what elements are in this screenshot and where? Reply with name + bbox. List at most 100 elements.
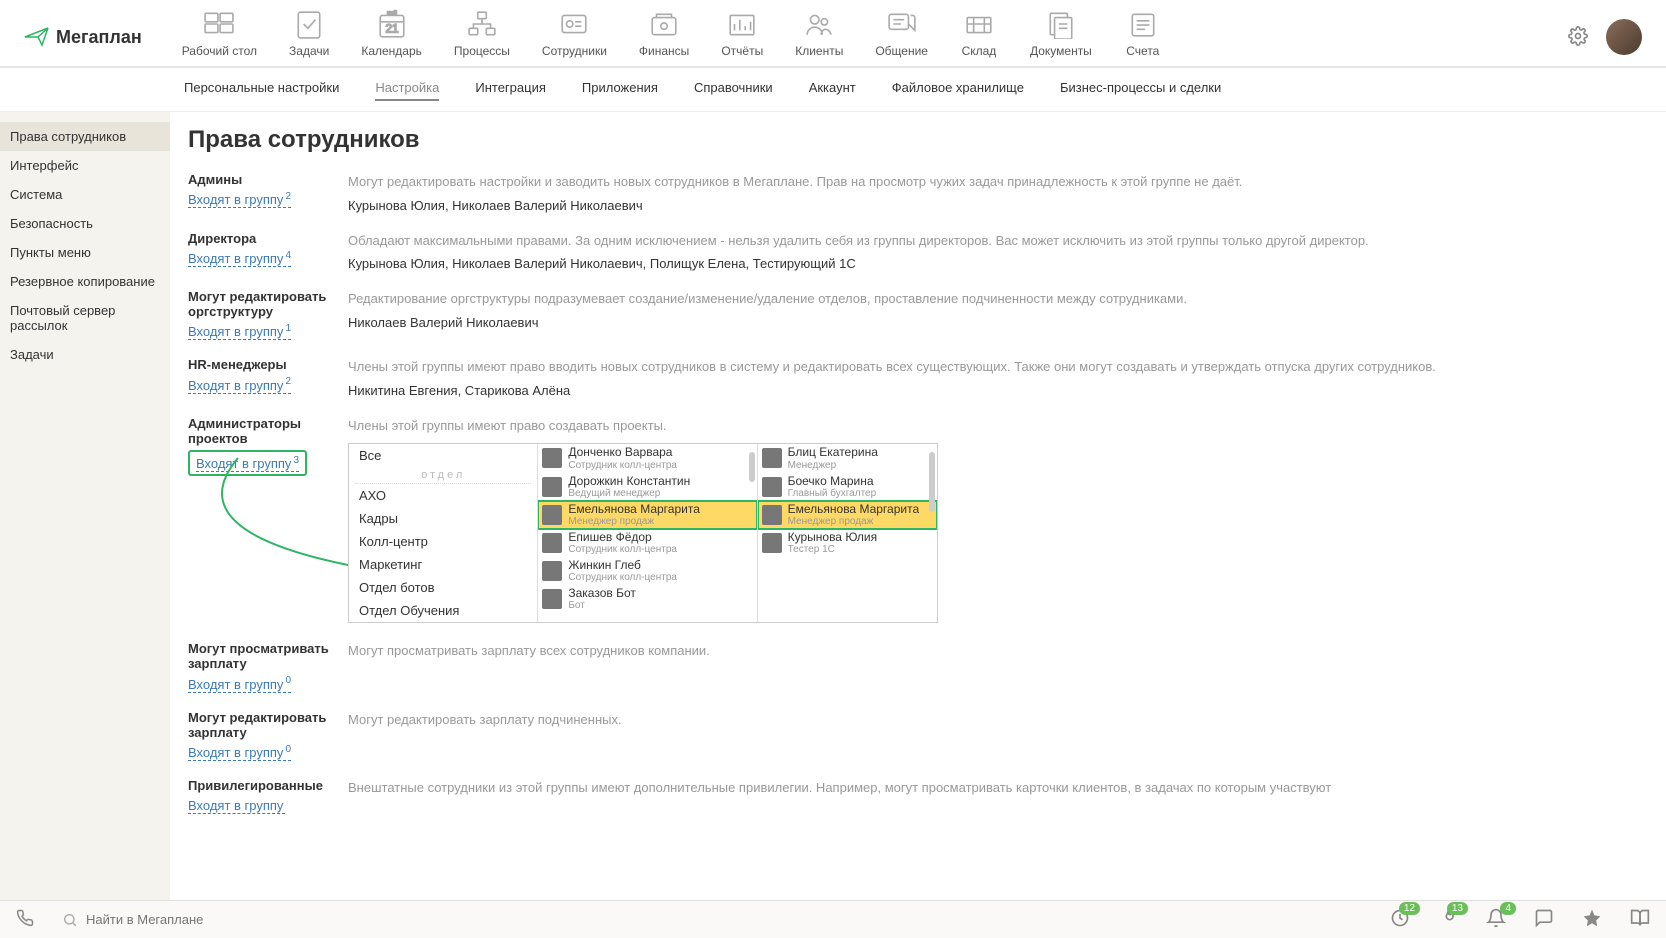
sidebar-item[interactable]: Интерфейс (0, 151, 170, 180)
subnav-Настройка[interactable]: Настройка (375, 80, 439, 101)
dept-all[interactable]: Все (349, 444, 537, 467)
sidebar: Права сотрудниковИнтерфейсСистемаБезопас… (0, 112, 170, 900)
group-desc: Обладают максимальными правами. За одним… (348, 231, 1636, 251)
dept-item[interactable]: АХО (349, 484, 537, 507)
fire-icon[interactable]: 13 (1438, 908, 1458, 931)
employee-text: Заказов Бот Бот (568, 587, 636, 611)
employee-item[interactable]: Донченко Варвара Сотрудник колл-центра (538, 444, 756, 472)
dept-item[interactable]: Отдел Обучения (349, 599, 537, 622)
employee-item[interactable]: Заказов Бот Бот (538, 585, 756, 613)
topnav-icon (463, 8, 501, 40)
topnav-Общение[interactable]: Общение (875, 8, 928, 66)
group-name: Могут редактировать зарплату (188, 710, 348, 740)
subnav-Приложения[interactable]: Приложения (582, 80, 658, 101)
dept-item[interactable]: Отдел ботов (349, 576, 537, 599)
sidebar-item[interactable]: Почтовый сервер рассылок (0, 296, 170, 340)
topnav: Рабочий стол Задачи май21Календарь Процессы… (182, 8, 1568, 66)
group-name: Привилегированные (188, 778, 348, 793)
group-desc: Могут просматривать зарплату всех сотруд… (348, 641, 1636, 661)
topnav-Финансы[interactable]: Финансы (639, 8, 689, 66)
employee-text: Емельянова Маргарита Менеджер продаж (788, 503, 920, 527)
topnav-Задачи[interactable]: Задачи (289, 8, 329, 66)
topnav-label: Финансы (639, 44, 689, 58)
employee-item[interactable]: Епишев Фёдор Сотрудник колл-центра (538, 529, 756, 557)
group-link[interactable]: Входят в группу (188, 798, 285, 814)
group-link[interactable]: Входят в группу0 (188, 677, 291, 693)
employee-item[interactable]: Дорожкин Константин Ведущий менеджер (538, 473, 756, 501)
group-link[interactable]: Входят в группу1 (188, 324, 291, 340)
star-icon[interactable] (1582, 908, 1602, 931)
employee-item[interactable]: Емельянова Маргарита Менеджер продаж (758, 501, 937, 529)
dept-item[interactable]: Маркетинг (349, 553, 537, 576)
employee-item[interactable]: Емельянова Маргарита Менеджер продаж (538, 501, 756, 529)
employee-role: Менеджер (788, 460, 878, 471)
sidebar-item[interactable]: Система (0, 180, 170, 209)
dept-item[interactable]: Кадры (349, 507, 537, 530)
employee-role: Бот (568, 600, 636, 611)
scrollbar-thumb[interactable] (929, 452, 935, 512)
group-link-highlight: Входят в группу3 (188, 450, 307, 476)
search-input[interactable] (58, 904, 958, 935)
footer-search (58, 904, 958, 935)
sidebar-item[interactable]: Права сотрудников (0, 122, 170, 151)
sidebar-item[interactable]: Пункты меню (0, 238, 170, 267)
group-left: Директора Входят в группу4 (188, 231, 348, 272)
subnav-Аккаунт[interactable]: Аккаунт (809, 80, 856, 101)
subnav-Файловое хранилище[interactable]: Файловое хранилище (892, 80, 1024, 101)
group-link[interactable]: Входят в группу3 (196, 456, 299, 472)
topnav-label: Отчёты (721, 44, 763, 58)
subnav-Интеграция[interactable]: Интеграция (475, 80, 546, 101)
group-link[interactable]: Входят в группу0 (188, 745, 291, 761)
employee-item[interactable]: Курынова Юлия Тестер 1С (758, 529, 937, 557)
phone-icon[interactable] (16, 909, 34, 930)
employee-name: Жинкин Глеб (568, 559, 677, 572)
clock-icon[interactable]: 12 (1390, 908, 1410, 931)
topnav-Рабочий стол[interactable]: Рабочий стол (182, 8, 257, 66)
topnav-icon (645, 8, 683, 40)
employee-item[interactable]: Блиц Екатерина Менеджер (758, 444, 937, 472)
topbar: Мегаплан Рабочий стол Задачи май21Календар… (0, 0, 1666, 68)
scrollbar-thumb[interactable] (749, 452, 755, 482)
employee-avatar (762, 505, 782, 525)
topnav-Отчёты[interactable]: Отчёты (721, 8, 763, 66)
employee-item[interactable]: Боечко Марина Главный бухгалтер (758, 473, 937, 501)
employee-text: Курынова Юлия Тестер 1С (788, 531, 878, 555)
sidebar-item[interactable]: Задачи (0, 340, 170, 369)
employee-role: Менеджер продаж (788, 516, 920, 527)
topnav-Календарь[interactable]: май21Календарь (361, 8, 422, 66)
employee-avatar (762, 477, 782, 497)
employee-text: Донченко Варвара Сотрудник колл-центра (568, 446, 677, 470)
subnav-Бизнес-процессы и сделки[interactable]: Бизнес-процессы и сделки (1060, 80, 1221, 101)
gear-icon[interactable] (1568, 26, 1588, 49)
subnav-Справочники[interactable]: Справочники (694, 80, 773, 101)
group-right: Могут редактировать настройки и заводить… (348, 172, 1636, 213)
group-row: Привилегированные Входят в группу Внешта… (188, 778, 1636, 813)
topnav-Документы[interactable]: Документы (1030, 8, 1092, 66)
employee-item[interactable]: Жинкин Глеб Сотрудник колл-центра (538, 557, 756, 585)
sidebar-item[interactable]: Безопасность (0, 209, 170, 238)
subnav-Персональные настройки[interactable]: Персональные настройки (184, 80, 339, 101)
employee-text: Боечко Марина Главный бухгалтер (788, 475, 877, 499)
topnav-Склад[interactable]: Склад (960, 8, 998, 66)
chat-icon[interactable] (1534, 908, 1554, 931)
employee-text: Блиц Екатерина Менеджер (788, 446, 878, 470)
logo[interactable]: Мегаплан (24, 27, 142, 48)
sidebar-item[interactable]: Резервное копирование (0, 267, 170, 296)
group-link[interactable]: Входят в группу2 (188, 192, 291, 208)
dept-item[interactable]: Колл-центр (349, 530, 537, 553)
topnav-Клиенты[interactable]: Клиенты (795, 8, 843, 66)
group-link[interactable]: Входят в группу2 (188, 378, 291, 394)
avatar[interactable] (1606, 19, 1642, 55)
topnav-label: Календарь (361, 44, 422, 58)
topnav-Сотрудники[interactable]: Сотрудники (542, 8, 607, 66)
topnav-label: Клиенты (795, 44, 843, 58)
topnav-Счета[interactable]: Счета (1124, 8, 1162, 66)
selector-wrapper: Все отдел АХОКадрыКолл-центрМаркетингОтд… (348, 443, 1636, 623)
group-right: Могут редактировать зарплату подчиненных… (348, 710, 1636, 760)
logo-icon (24, 27, 50, 47)
group-row: Директора Входят в группу4 Обладают макс… (188, 231, 1636, 272)
topnav-Процессы[interactable]: Процессы (454, 8, 510, 66)
group-link[interactable]: Входят в группу4 (188, 251, 291, 267)
book-icon[interactable] (1630, 908, 1650, 931)
bell-icon[interactable]: 4 (1486, 908, 1506, 931)
